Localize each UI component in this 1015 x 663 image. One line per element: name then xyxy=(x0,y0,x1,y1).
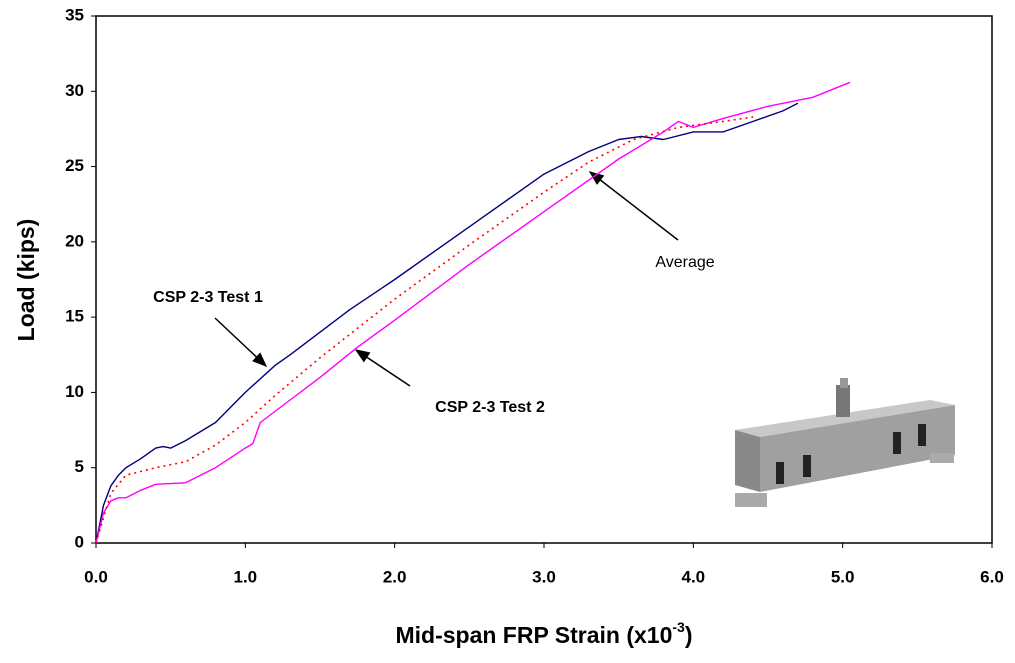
y-tick-label: 35 xyxy=(65,5,84,24)
annotation-arrow xyxy=(354,349,411,387)
x-axis-title-text: Mid-span FRP Strain (x10 xyxy=(395,622,672,648)
x-axis-title-end: ) xyxy=(685,622,693,648)
y-tick-label: 0 xyxy=(75,532,84,551)
y-tick-label: 5 xyxy=(75,457,84,476)
annotation-arrow xyxy=(588,171,679,241)
y-tick-label: 30 xyxy=(65,81,84,100)
beam-inset xyxy=(735,378,955,507)
series-line xyxy=(95,102,799,544)
x-tick-label: 6.0 xyxy=(980,567,1004,586)
annotation: Average xyxy=(655,254,714,271)
series-line xyxy=(95,81,851,544)
y-axis-title: Load (kips) xyxy=(13,219,39,342)
y-tick-label: 15 xyxy=(65,307,84,326)
x-tick-label: 2.0 xyxy=(383,567,407,586)
annotation-arrow xyxy=(214,317,268,368)
y-tick-label: 20 xyxy=(65,231,84,250)
annotation: CSP 2-3 Test 1 xyxy=(153,289,263,306)
x-tick-label: 4.0 xyxy=(682,567,706,586)
x-tick-label: 5.0 xyxy=(831,567,855,586)
x-tick-label: 0.0 xyxy=(84,567,108,586)
series-line xyxy=(95,116,754,544)
y-tick-label: 10 xyxy=(65,382,84,401)
x-tick-label: 1.0 xyxy=(234,567,258,586)
x-axis-title: Mid-span FRP Strain (x10-3) xyxy=(395,619,692,648)
x-tick-label: 3.0 xyxy=(532,567,556,586)
annotation: CSP 2-3 Test 2 xyxy=(435,399,545,416)
y-tick-label: 25 xyxy=(65,156,84,175)
x-axis-title-sup: -3 xyxy=(672,619,685,635)
